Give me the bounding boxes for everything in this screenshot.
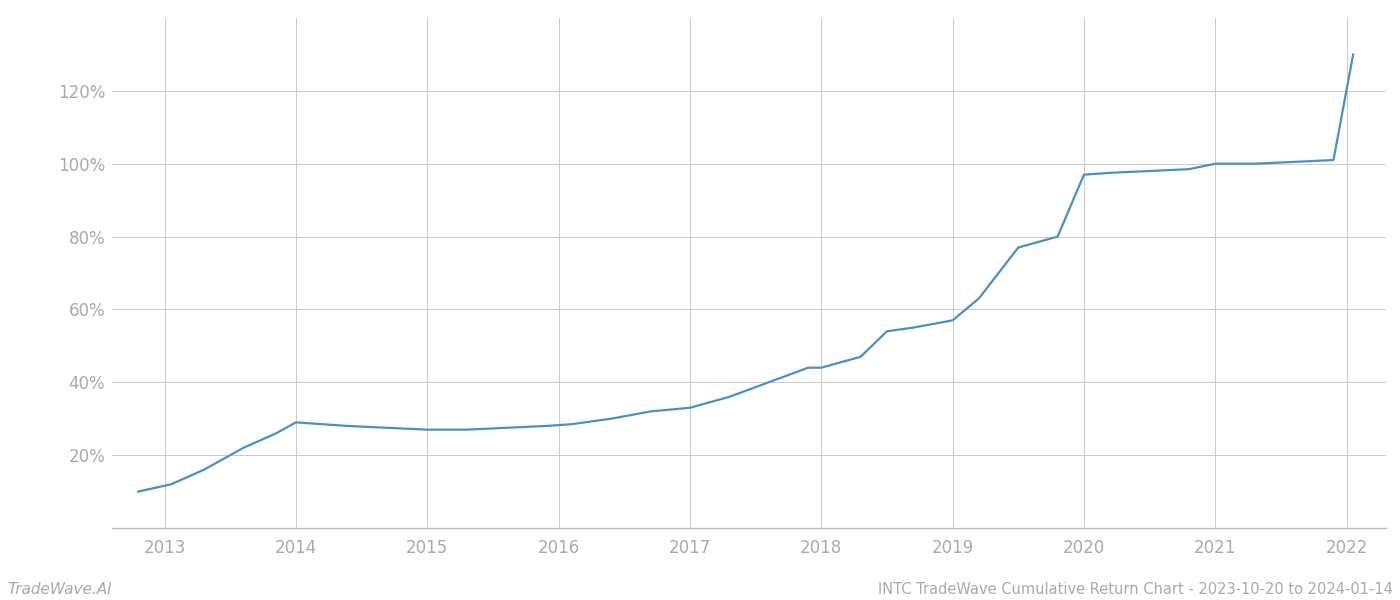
Text: INTC TradeWave Cumulative Return Chart - 2023-10-20 to 2024-01-14: INTC TradeWave Cumulative Return Chart -… (878, 582, 1393, 597)
Text: TradeWave.AI: TradeWave.AI (7, 582, 112, 597)
